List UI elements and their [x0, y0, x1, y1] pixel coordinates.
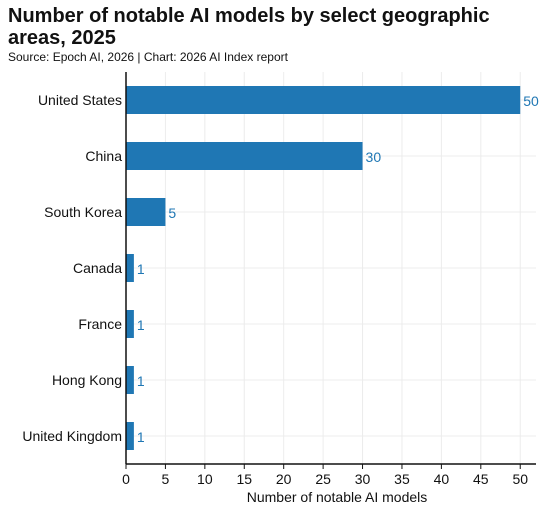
bar: [126, 366, 134, 394]
x-tick-label: 0: [122, 471, 130, 487]
x-axis-label: Number of notable AI models: [247, 489, 428, 505]
x-tick-label: 25: [315, 471, 331, 487]
axes: [125, 72, 536, 469]
data-label: 1: [137, 261, 145, 277]
x-tick-label: 50: [512, 471, 528, 487]
category-label: Canada: [73, 260, 122, 276]
bar: [126, 254, 134, 282]
category-label: Hong Kong: [52, 372, 122, 388]
x-tick-label: 15: [236, 471, 252, 487]
x-tick-label: 30: [355, 471, 371, 487]
bar: [126, 422, 134, 450]
bar: [126, 142, 363, 170]
data-label: 1: [137, 317, 145, 333]
data-label: 1: [137, 429, 145, 445]
x-tick-label: 35: [394, 471, 410, 487]
chart-source: Source: Epoch AI, 2026 | Chart: 2026 AI …: [8, 50, 288, 64]
bar: [126, 86, 521, 114]
category-label: France: [78, 316, 122, 332]
data-label: 50: [523, 93, 539, 109]
x-tick-label: 10: [197, 471, 213, 487]
x-tick-labels: 0 5 10 15 20 25 30 35 40 45 50: [122, 471, 528, 487]
category-label: United States: [38, 92, 122, 108]
x-tick-label: 40: [434, 471, 450, 487]
x-tick-label: 5: [162, 471, 170, 487]
bar: [126, 198, 166, 226]
category-label: South Korea: [44, 204, 122, 220]
data-label: 5: [168, 205, 176, 221]
data-labels: 50 30 5 1 1 1 1: [137, 93, 539, 445]
data-label: 30: [366, 149, 382, 165]
bar: [126, 310, 134, 338]
category-labels: United States China South Korea Canada Franc…: [22, 92, 122, 444]
bar-series: [126, 86, 521, 450]
category-label: United Kingdom: [22, 428, 122, 444]
gridlines: [126, 72, 536, 464]
data-label: 1: [137, 373, 145, 389]
chart-title: Number of notable AI models by select ge…: [8, 5, 490, 49]
x-tick-label: 45: [473, 471, 489, 487]
category-label: China: [85, 148, 122, 164]
x-tick-label: 20: [276, 471, 292, 487]
